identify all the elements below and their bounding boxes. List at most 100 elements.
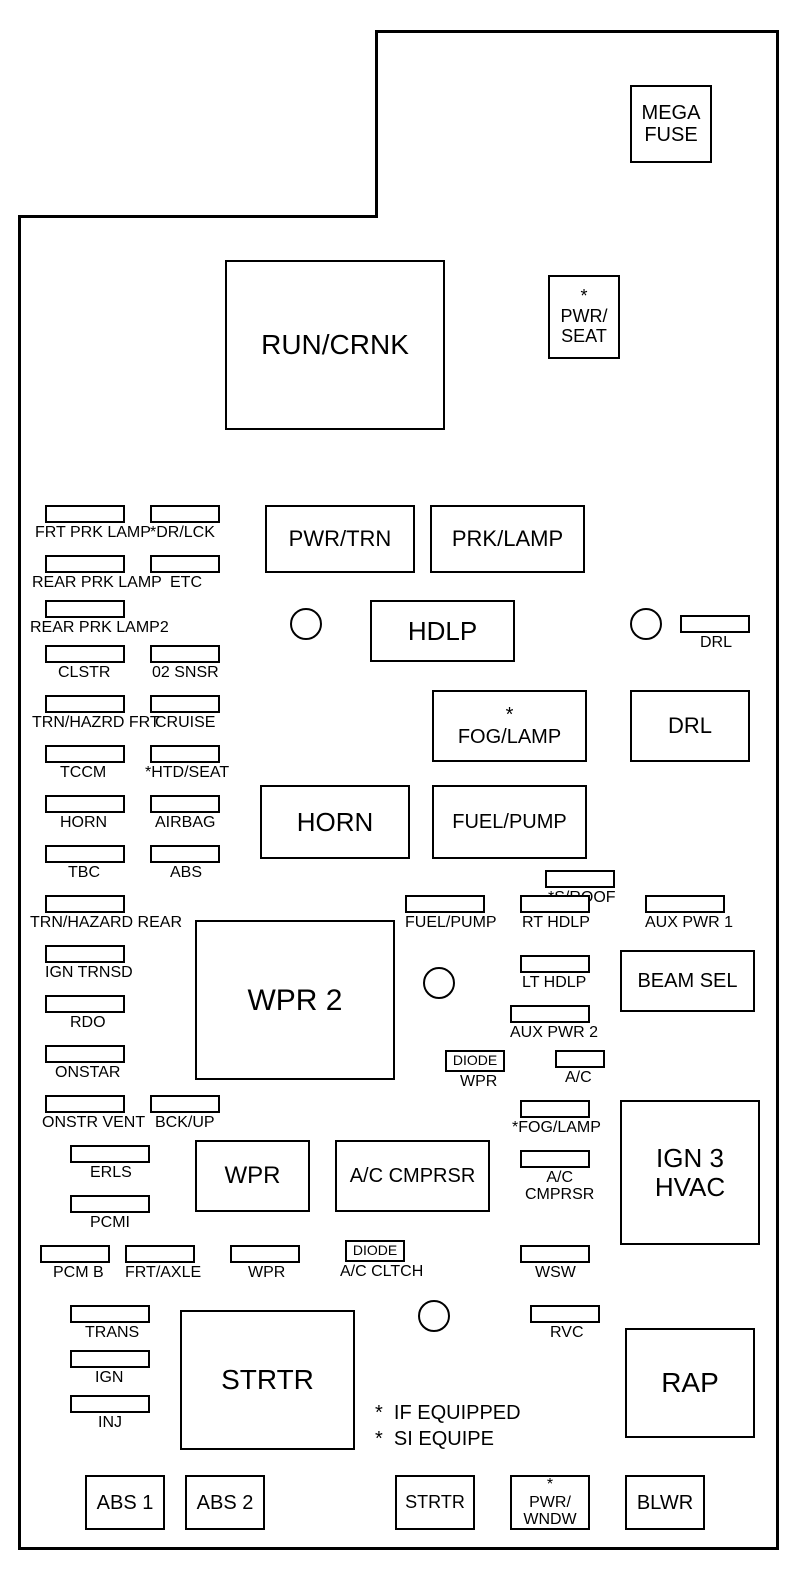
box-wpr-box: WPR xyxy=(195,1140,310,1212)
label-s-fuel-pump2: FUEL/PUMP xyxy=(405,915,497,932)
box-abs2: ABS 2 xyxy=(185,1475,265,1530)
label-s-erls: ERLS xyxy=(90,1165,132,1182)
slot-s-ign xyxy=(70,1350,150,1368)
label-s-onstr-vent: ONSTR VENT xyxy=(42,1115,145,1132)
box-strtr-box: STRTR xyxy=(180,1310,355,1450)
box-strtr2: STRTR xyxy=(395,1475,475,1530)
diode-diode-ac-cltch: DIODE xyxy=(345,1240,405,1262)
slot-s-trn-haz-rear xyxy=(45,895,125,913)
mounting-hole-c2 xyxy=(630,608,662,640)
slot-s-frt-axle xyxy=(125,1245,195,1263)
label-s-trans: TRANS xyxy=(85,1325,139,1342)
slot-s-htd-seat xyxy=(150,745,220,763)
mounting-hole-c3 xyxy=(423,967,455,999)
slot-s-airbag xyxy=(150,795,220,813)
slot-s-rear-prk-lamp xyxy=(45,555,125,573)
diode-label-diode-wpr: WPR xyxy=(460,1074,497,1091)
slot-s-inj xyxy=(70,1395,150,1413)
box-pwr-seat: * PWR/ SEAT xyxy=(548,275,620,359)
label-s-tccm: TCCM xyxy=(60,765,106,782)
slot-s-aux-pwr1 xyxy=(645,895,725,913)
box-ign3-hvac: IGN 3 HVAC xyxy=(620,1100,760,1245)
slot-s-02snsr xyxy=(150,645,220,663)
box-horn-box: HORN xyxy=(260,785,410,859)
slot-s-ign-trnsd xyxy=(45,945,125,963)
box-blwr: BLWR xyxy=(625,1475,705,1530)
label-s-bck-up: BCK/UP xyxy=(155,1115,215,1132)
mounting-hole-c4 xyxy=(418,1300,450,1332)
fuse-box-diagram: MEGA FUSERUN/CRNK* PWR/ SEATPWR/TRNPRK/L… xyxy=(0,0,795,1585)
label-s-aux-pwr2: AUX PWR 2 xyxy=(510,1025,598,1042)
slot-s-etc xyxy=(150,555,220,573)
box-drl-box: DRL xyxy=(630,690,750,762)
label-s-airbag: AIRBAG xyxy=(155,815,215,832)
label-s-pcmi: PCMI xyxy=(90,1215,130,1232)
mounting-hole-c1 xyxy=(290,608,322,640)
label-s-lt-hdlp: LT HDLP xyxy=(522,975,586,992)
slot-s-erls xyxy=(70,1145,150,1163)
label-s-aux-pwr1: AUX PWR 1 xyxy=(645,915,733,932)
box-rap: RAP xyxy=(625,1328,755,1438)
box-fog-lamp: * FOG/LAMP xyxy=(432,690,587,762)
label-s-rt-hdlp: RT HDLP xyxy=(522,915,590,932)
label-s-clstr: CLSTR xyxy=(58,665,110,682)
label-s-etc: ETC xyxy=(170,575,202,592)
label-s-pcmb: PCM B xyxy=(53,1265,104,1282)
label-s-ac: A/C xyxy=(565,1070,592,1087)
legend: * IF EQUIPPED * SI EQUIPE xyxy=(375,1400,521,1452)
box-abs1: ABS 1 xyxy=(85,1475,165,1530)
slot-s-rvc xyxy=(530,1305,600,1323)
slot-s-ac xyxy=(555,1050,605,1068)
label-s-onstar: ONSTAR xyxy=(55,1065,120,1082)
label-s-dr-lck: *DR/LCK xyxy=(150,525,215,542)
slot-s-trans xyxy=(70,1305,150,1323)
label-s-02snsr: 02 SNSR xyxy=(152,665,219,682)
slot-s-drl-slot xyxy=(680,615,750,633)
slot-s-clstr xyxy=(45,645,125,663)
slot-s-tbc xyxy=(45,845,125,863)
outline-segment-0 xyxy=(375,30,779,33)
label-s-frt-prk-lamp: FRT PRK LAMP xyxy=(35,525,151,542)
label-s-ign: IGN xyxy=(95,1370,123,1387)
label-s-horn: HORN xyxy=(60,815,107,832)
slot-s-trn-hazrd-frt xyxy=(45,695,125,713)
slot-s-cruise xyxy=(150,695,220,713)
slot-s-aux-pwr2 xyxy=(510,1005,590,1023)
box-ac-cmprsr: A/C CMPRSR xyxy=(335,1140,490,1212)
label-s-rdo: RDO xyxy=(70,1015,106,1032)
slot-s-fog-lamp2 xyxy=(520,1100,590,1118)
label-s-abs: ABS xyxy=(170,865,202,882)
box-prk-lamp: PRK/LAMP xyxy=(430,505,585,573)
label-s-wsw: WSW xyxy=(535,1265,576,1282)
slot-s-onstr-vent xyxy=(45,1095,125,1113)
label-s-ac-cmprsr2: A/C CMPRSR xyxy=(525,1170,594,1204)
label-s-rear-prk-lamp: REAR PRK LAMP xyxy=(32,575,162,592)
slot-s-bck-up xyxy=(150,1095,220,1113)
box-beam-sel: BEAM SEL xyxy=(620,950,755,1012)
label-s-cruise: CRUISE xyxy=(155,715,215,732)
slot-s-dr-lck xyxy=(150,505,220,523)
box-run-crnk: RUN/CRNK xyxy=(225,260,445,430)
slot-s-sroof xyxy=(545,870,615,888)
label-s-drl-slot: DRL xyxy=(700,635,732,652)
slot-s-wsw xyxy=(520,1245,590,1263)
outline-segment-2 xyxy=(18,1547,779,1550)
label-s-frt-axle: FRT/AXLE xyxy=(125,1265,201,1282)
slot-s-horn xyxy=(45,795,125,813)
slot-s-rdo xyxy=(45,995,125,1013)
label-s-tbc: TBC xyxy=(68,865,100,882)
box-pwr-wndw: * PWR/ WNDW xyxy=(510,1475,590,1530)
diode-diode-wpr: DIODE xyxy=(445,1050,505,1072)
slot-s-pcmi xyxy=(70,1195,150,1213)
slot-s-lt-hdlp xyxy=(520,955,590,973)
outline-segment-4 xyxy=(18,215,378,218)
outline-segment-5 xyxy=(375,30,378,218)
label-s-fog-lamp2: *FOG/LAMP xyxy=(512,1120,601,1137)
slot-s-frt-prk-lamp xyxy=(45,505,125,523)
box-hdlp: HDLP xyxy=(370,600,515,662)
box-pwr-trn: PWR/TRN xyxy=(265,505,415,573)
label-s-trn-hazrd-frt: TRN/HAZRD FRT xyxy=(32,715,160,732)
outline-segment-3 xyxy=(18,215,21,1550)
slot-s-abs xyxy=(150,845,220,863)
slot-s-onstar xyxy=(45,1045,125,1063)
